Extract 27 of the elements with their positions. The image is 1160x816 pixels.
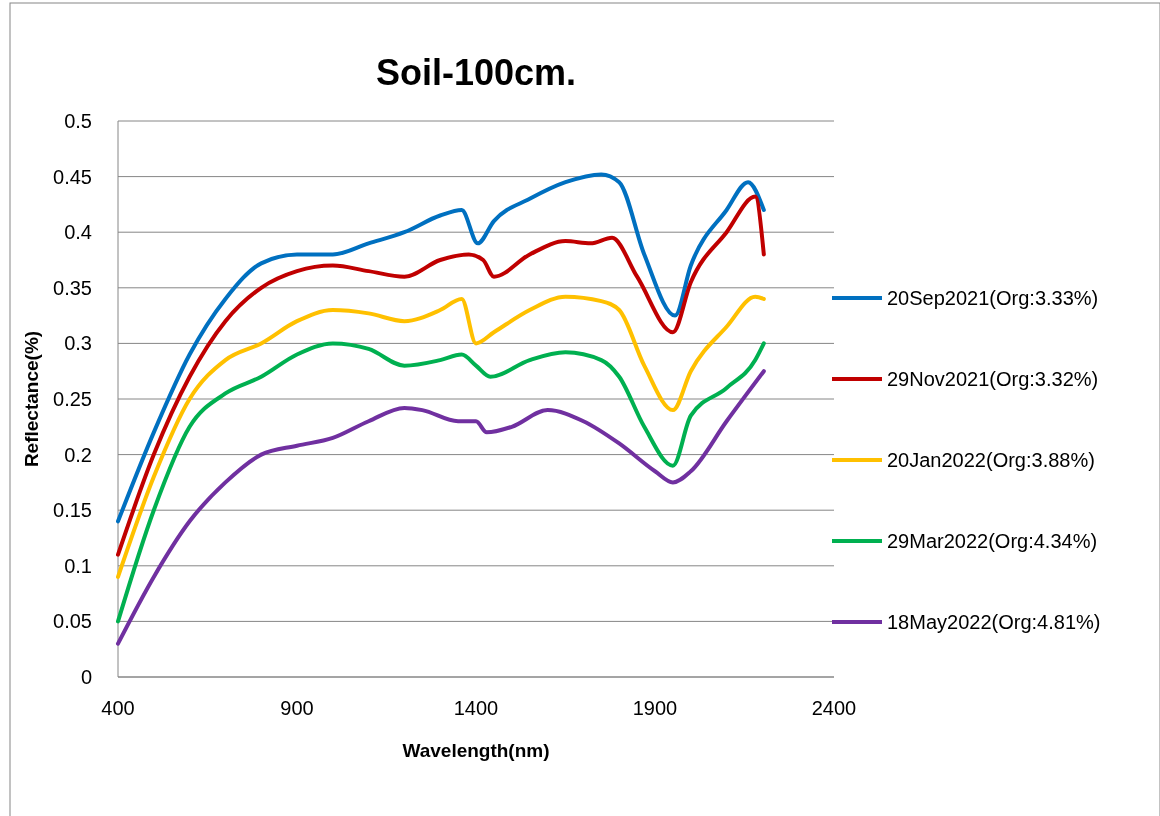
- line-series: [116, 341, 766, 624]
- line-series: [116, 294, 766, 579]
- legend-label: 20Sep2021(Org:3.33%): [887, 287, 1099, 309]
- y-tick-label: 0.35: [53, 276, 92, 299]
- legend-label: 29Nov2021(Org:3.32%): [887, 368, 1099, 390]
- y-tick-label: 0.4: [64, 221, 92, 244]
- y-tick-label: 0.2: [64, 443, 92, 466]
- chart-title: Soil-100cm.: [375, 52, 577, 93]
- y-tick-label: 0.1: [64, 554, 92, 577]
- legend-label: 18May2022(Org:4.81%): [887, 611, 1101, 633]
- line-series: [116, 369, 766, 646]
- x-tick-label: 1900: [632, 697, 678, 719]
- y-tick-label: 0.15: [53, 499, 92, 522]
- y-tick-label: 0: [80, 666, 92, 688]
- x-tick-label: 400: [101, 697, 135, 719]
- legend-label: 29Mar2022(Org:4.34%): [887, 530, 1098, 552]
- y-tick-label: 0.5: [64, 110, 92, 132]
- x-axis-title: Wavelength(nm): [402, 740, 550, 761]
- y-axis-title: Reflectance(%): [21, 330, 42, 468]
- x-tick-label: 1400: [453, 697, 499, 719]
- y-tick-label: 0.25: [53, 388, 92, 410]
- y-tick-label: 0.3: [64, 332, 92, 355]
- legend-label: 20Jan2022(Org:3.88%): [887, 449, 1095, 471]
- y-tick-label: 0.45: [53, 165, 92, 188]
- x-tick-label: 2400: [811, 697, 857, 719]
- y-tick-label: 0.05: [53, 610, 92, 633]
- x-tick-label: 900: [280, 697, 314, 719]
